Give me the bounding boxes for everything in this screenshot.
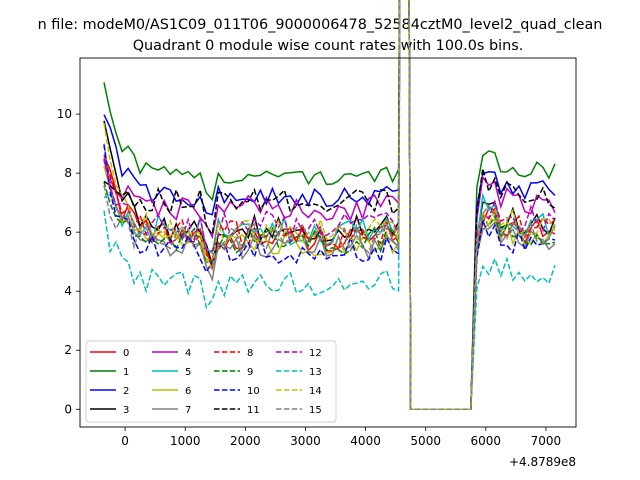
legend-label-6: 6 bbox=[185, 386, 191, 397]
legend-label-7: 7 bbox=[185, 405, 191, 416]
x-tick-label: 7000 bbox=[531, 434, 562, 448]
legend-label-11: 11 bbox=[247, 405, 260, 416]
legend-label-10: 10 bbox=[247, 386, 260, 397]
series-line-15 bbox=[103, 0, 556, 411]
x-axis: 0 1000 2000 3000 4000 5000 6000 7000 bbox=[121, 427, 561, 448]
y-tick-label: 8 bbox=[64, 166, 72, 180]
legend-label-13: 13 bbox=[309, 367, 322, 378]
series-lines bbox=[103, 0, 556, 411]
series-line-14 bbox=[103, 0, 556, 411]
legend-label-2: 2 bbox=[123, 386, 129, 397]
x-tick-label: 2000 bbox=[230, 434, 261, 448]
figure-suptitle: n file: modeM0/AS1C09_011T06_9000006478_… bbox=[38, 17, 603, 33]
x-tick-label: 3000 bbox=[290, 434, 321, 448]
series-line-13 bbox=[103, 0, 556, 411]
y-axis: 0 2 4 6 8 10 bbox=[57, 107, 80, 416]
series-line-7 bbox=[103, 0, 556, 411]
series-line-10 bbox=[103, 0, 556, 411]
series-line-11 bbox=[103, 0, 556, 411]
x-tick-label: 6000 bbox=[471, 434, 502, 448]
chart-title: Quadrant 0 module wise count rates with … bbox=[133, 38, 524, 54]
y-tick-label: 6 bbox=[64, 225, 72, 239]
series-line-4 bbox=[103, 0, 556, 411]
y-tick-label: 10 bbox=[57, 107, 72, 121]
y-tick-label: 0 bbox=[64, 402, 72, 416]
legend-label-0: 0 bbox=[123, 348, 129, 359]
legend-label-15: 15 bbox=[309, 405, 322, 416]
series-line-1 bbox=[103, 0, 556, 411]
legend-label-5: 5 bbox=[185, 367, 191, 378]
legend-label-12: 12 bbox=[309, 348, 322, 359]
legend-label-1: 1 bbox=[123, 367, 129, 378]
x-axis-offset-label: +4.8789e8 bbox=[509, 455, 576, 469]
legend-label-3: 3 bbox=[123, 405, 129, 416]
x-tick-label: 0 bbox=[121, 434, 129, 448]
x-tick-label: 1000 bbox=[170, 434, 201, 448]
legend-frame bbox=[85, 340, 337, 423]
legend-label-8: 8 bbox=[247, 348, 253, 359]
y-tick-label: 4 bbox=[64, 284, 72, 298]
x-tick-label: 4000 bbox=[350, 434, 381, 448]
legend-label-9: 9 bbox=[247, 367, 253, 378]
legend-label-14: 14 bbox=[309, 386, 322, 397]
x-tick-label: 5000 bbox=[410, 434, 441, 448]
plot-frame bbox=[79, 57, 577, 428]
y-tick-label: 2 bbox=[64, 343, 72, 357]
series-line-9 bbox=[103, 0, 556, 411]
legend-label-4: 4 bbox=[185, 348, 191, 359]
